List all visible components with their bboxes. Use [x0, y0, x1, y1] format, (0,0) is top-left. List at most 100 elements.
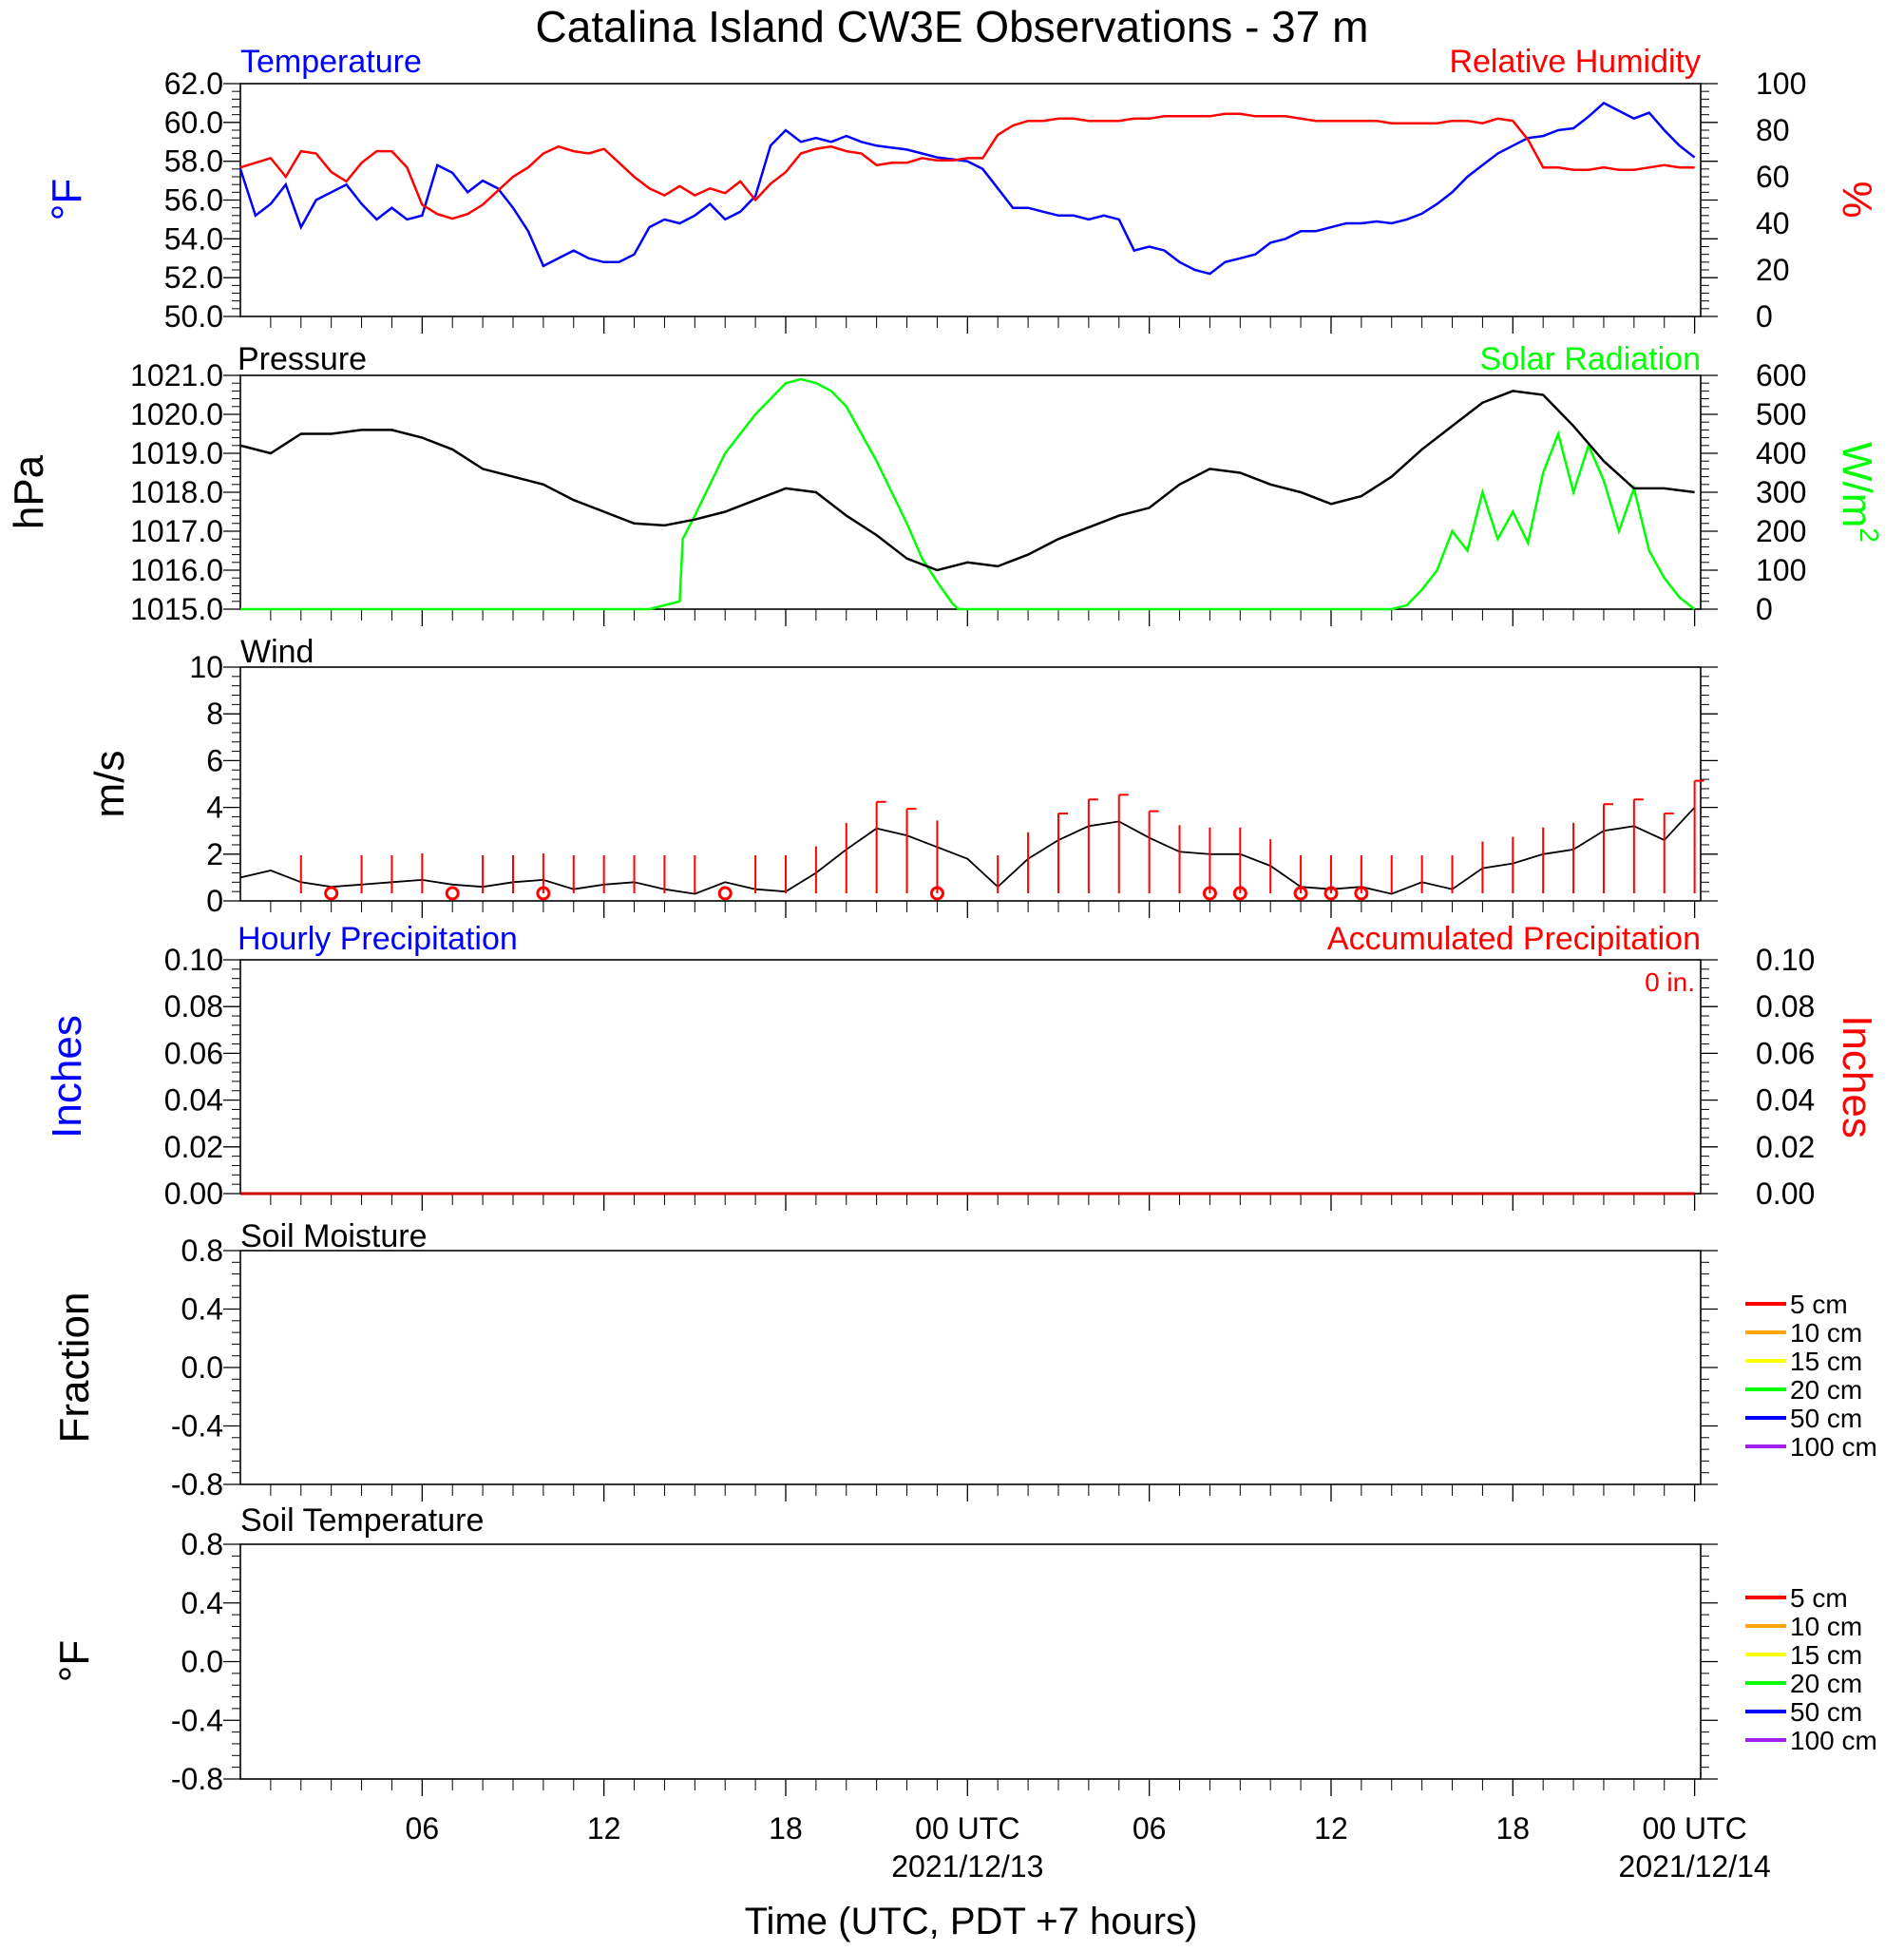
temperature-series-line: [238, 101, 1696, 276]
panel-pressure-solar-ticks: [223, 374, 1718, 626]
y-tick-label-right: 100: [1756, 67, 1806, 101]
y-tick-label-right: 80: [1756, 113, 1790, 147]
y-tick-label-left: 0.4: [181, 1586, 223, 1620]
x-tick-label: 00 UTC: [915, 1811, 1019, 1846]
y-tick-label-left: 0.4: [181, 1292, 223, 1327]
panel-wind-ticks: [223, 666, 1718, 918]
humidity-series-line: [239, 112, 1695, 220]
panel-wind: Wind m/s 10 8 6 4 2 0: [86, 634, 1718, 918]
legend-label: 50 cm: [1790, 1697, 1862, 1727]
legend-label: 20 cm: [1790, 1669, 1862, 1698]
wind-axis-label: m/s: [86, 751, 133, 818]
y-tick-label-right: 40: [1756, 206, 1790, 240]
y-tick-label-left: 56.0: [164, 183, 223, 218]
time-axis-label: Time (UTC, PDT +7 hours): [745, 1901, 1198, 1942]
humidity-ytick-labels: 100 80 60 40 20 0: [1756, 67, 1806, 334]
y-tick-label-left: 0.8: [181, 1234, 223, 1268]
y-tick-label-right: 0.00: [1756, 1176, 1815, 1211]
y-tick-label-left: 1017.0: [130, 514, 223, 548]
solar-title: Solar Radiation: [1480, 341, 1701, 377]
y-tick-label-left: 0.10: [164, 943, 223, 977]
wind-title: Wind: [240, 634, 314, 670]
wind-ytick-labels: 10 8 6 4 2 0: [189, 650, 223, 918]
y-tick-label-left: 60.0: [164, 105, 223, 140]
temperature-ytick-labels: 62.0 60.0 58.0 56.054.0 52.0 50.0: [164, 67, 223, 334]
y-tick-label-right: 0.10: [1756, 943, 1815, 977]
calm-circle: [445, 886, 460, 901]
accumulated-precip-ytick-labels: 0.10 0.08 0.06 0.04 0.02 0.00: [1756, 943, 1815, 1211]
y-tick-label-left: 2: [206, 837, 223, 871]
panel-temp-rh-frame: [239, 83, 1702, 317]
legend-label: 15 cm: [1790, 1347, 1862, 1376]
panel-precip-frame: [239, 959, 1702, 1195]
humidity-axis-label: %: [1834, 181, 1880, 218]
y-tick-label-right: 400: [1756, 436, 1806, 470]
panel-precip: Hourly Precipitation Accumulated Precipi…: [44, 921, 1880, 1211]
x-tick-label: 12: [1314, 1811, 1348, 1846]
y-tick-label-left: 1020.0: [130, 397, 223, 431]
soil-moisture-title: Soil Moisture: [240, 1218, 428, 1254]
y-tick-label-left: 8: [206, 697, 223, 731]
accumulated-precip-axis-label: Inches: [1834, 1015, 1880, 1138]
legend-label: 100 cm: [1790, 1726, 1877, 1755]
x-tick-label: 06: [1133, 1811, 1167, 1846]
y-tick-label-right: 600: [1756, 358, 1806, 392]
calm-circle: [1202, 886, 1217, 901]
figure-title: Catalina Island CW3E Observations - 37 m: [536, 2, 1369, 51]
wind-barbs: [299, 779, 1704, 893]
legend-label: 50 cm: [1790, 1404, 1862, 1433]
legend-label: 10 cm: [1790, 1612, 1862, 1641]
y-tick-label-left: 0.0: [181, 1645, 223, 1679]
y-tick-label-left: 4: [206, 791, 223, 825]
solar-ytick-labels: 600 500 400 300 200 100 0: [1756, 358, 1806, 626]
hourly-precip-title: Hourly Precipitation: [238, 921, 518, 957]
y-tick-label-right: 100: [1756, 553, 1806, 587]
x-tick-label: 06: [406, 1811, 440, 1846]
panel-temp-rh: Temperature Relative Humidity °F % 62.06…: [44, 44, 1880, 334]
y-tick-label-left: 0.08: [164, 989, 223, 1023]
temperature-title: Temperature: [240, 44, 422, 80]
x-tick-label: 00 UTC: [1642, 1811, 1746, 1846]
y-tick-label-left: 0.04: [164, 1083, 223, 1118]
soil-moisture-ytick-labels: 0.8 0.4 0.0 -0.4 -0.8: [171, 1234, 223, 1502]
y-tick-label-left: -0.8: [171, 1467, 223, 1502]
y-tick-label-left: 50.0: [164, 299, 223, 334]
x-tick-date: 2021/12/13: [891, 1849, 1043, 1884]
solar-axis-superscript: 2: [1855, 527, 1884, 543]
legend-label: 100 cm: [1790, 1432, 1877, 1462]
x-tick-date: 2021/12/14: [1619, 1849, 1771, 1884]
y-tick-label-right: 0: [1756, 592, 1773, 626]
y-tick-label-left: 10: [189, 650, 223, 684]
panel-soil-temperature: Soil Temperature °F 0.8 0.4 0.0 -0.4 -0.8 5 …: [51, 1502, 1877, 1796]
y-tick-label-left: 0.0: [181, 1350, 223, 1385]
accumulated-precip-total: 0 in.: [1645, 967, 1695, 997]
y-tick-label-right: 0.02: [1756, 1130, 1815, 1164]
solar-axis-label: W/m2: [1834, 442, 1884, 543]
pressure-ytick-labels: 1021.0 1020.0 1019.0 1018.0 1017.0 1016.0 1015…: [130, 358, 223, 626]
pressure-title: Pressure: [238, 341, 367, 377]
y-tick-label-right: 60: [1756, 160, 1790, 194]
y-tick-label-right: 300: [1756, 475, 1806, 509]
y-tick-label-left: -0.4: [171, 1409, 223, 1444]
y-tick-label-left: 58.0: [164, 144, 223, 179]
panel-soil-temperature-ticks: [223, 1543, 1718, 1796]
y-tick-label-left: 0.02: [164, 1130, 223, 1164]
panel-soil-moisture: Soil Moisture Fraction 0.8 0.4 0.0 -0.4 -0.8…: [51, 1218, 1877, 1502]
legend-label: 20 cm: [1790, 1375, 1862, 1405]
y-tick-label-left: 6: [206, 743, 223, 777]
panel-precip-ticks: [223, 959, 1718, 1211]
panel-wind-frame: [239, 666, 1702, 902]
calm-circle: [324, 886, 339, 901]
x-tick-label: 18: [1495, 1811, 1530, 1846]
calm-circle: [929, 886, 944, 901]
legend-label: 5 cm: [1790, 1583, 1848, 1613]
calm-circle: [717, 886, 733, 901]
y-tick-label-left: 1018.0: [130, 475, 223, 509]
pressure-axis-label: hPa: [6, 454, 52, 529]
humidity-title: Relative Humidity: [1449, 44, 1701, 80]
panel-pressure-solar: Pressure Solar Radiation hPa W/m2 1021.0…: [6, 341, 1884, 626]
x-tick-label: 12: [587, 1811, 621, 1846]
